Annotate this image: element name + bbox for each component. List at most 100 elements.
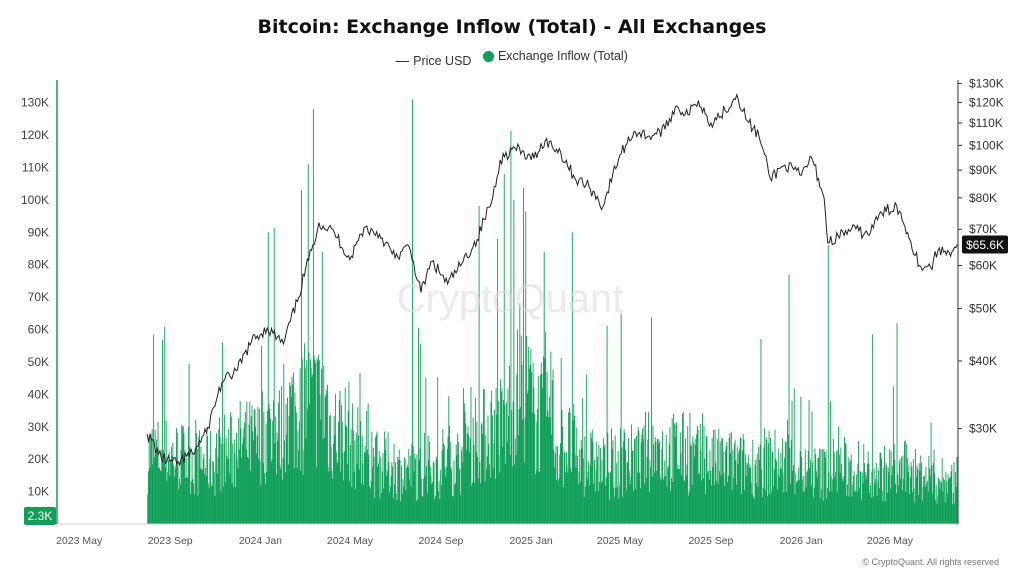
inflow-bar [920,455,922,524]
inflow-bar [635,489,637,524]
inflow-bar [520,407,521,524]
inflow-bar [832,479,834,524]
inflow-bar [389,486,391,524]
legend-item-price[interactable]: Price USD [396,54,471,68]
inflow-bar [530,348,532,524]
inflow-bar [628,438,629,524]
inflow-bar [936,503,938,524]
inflow-bar [665,476,666,524]
inflow-bar [545,416,547,524]
inflow-bar [488,444,490,524]
inflow-bar [801,479,803,524]
inflow-bar [798,479,800,524]
inflow-bar [716,480,718,524]
inflow-bar [866,475,868,524]
inflow-bar [385,438,387,524]
inflow-bar [826,498,828,524]
inflow-bar [903,478,905,524]
inflow-bar [906,458,908,524]
inflow-bar [878,469,880,524]
inflow-bar [663,476,665,524]
inflow-bar [151,429,153,524]
inflow-bar [222,486,224,524]
inflow-bar [773,469,775,524]
inflow-bar [662,479,664,524]
inflow-bar [474,482,476,524]
inflow-bar [771,451,773,524]
inflow-bar [430,475,432,524]
inflow-bar [417,327,419,524]
inflow-bar [592,441,594,524]
inflow-bar [810,485,812,524]
inflow-bar [699,423,701,524]
inflow-bar [810,459,811,524]
inflow-bar [243,428,245,524]
inflow-bar [750,482,752,524]
inflow-bar [577,484,579,524]
inflow-bar [368,454,370,524]
inflow-bar [943,477,945,524]
inflow-bar [455,444,457,524]
inflow-bar [872,334,874,524]
inflow-bar [636,472,638,524]
inflow-bar [504,405,506,524]
inflow-bar [347,410,349,524]
inflow-bar [399,459,401,524]
inflow-bar [734,440,736,524]
inflow-bar [170,460,172,524]
inflow-bar [659,477,661,524]
inflow-bar [917,469,919,524]
inflow-bar [656,471,658,524]
inflow-bar [919,471,921,524]
inflow-bar [431,483,433,524]
inflow-bar [769,494,771,524]
inflow-bar [838,426,840,524]
y-right-tick-label: $70K [969,222,997,236]
inflow-bar [951,464,953,524]
inflow-bar [468,435,470,524]
inflow-bar [588,485,590,524]
inflow-bar [949,476,951,524]
inflow-bar [895,483,897,524]
inflow-bar [203,453,205,524]
inflow-bar [864,471,866,524]
inflow-bar [801,457,803,524]
inflow-bar [463,403,465,524]
inflow-bar [339,390,341,524]
inflow-bar [739,437,741,524]
inflow-last-value-label: 2.3K [28,509,53,523]
inflow-bar [556,479,558,524]
inflow-bar [742,450,743,524]
inflow-bar [238,449,240,524]
inflow-bar [716,439,718,524]
inflow-bar [423,432,425,524]
inflow-bar [762,487,764,524]
inflow-bar [609,472,611,524]
inflow-bar [429,441,430,524]
inflow-bar [794,494,796,524]
inflow-bar [423,478,425,524]
legend-dot-icon [482,50,494,62]
inflow-bar [736,484,737,524]
inflow-bar [818,457,820,524]
inflow-bar [292,372,294,524]
legend-item-inflow[interactable]: Exchange Inflow (Total) [482,49,628,63]
inflow-bar [305,438,307,524]
inflow-bar [509,454,511,524]
inflow-bar [616,486,618,524]
inflow-bar [383,431,385,524]
inflow-bar [829,491,831,524]
inflow-bar [943,480,945,524]
inflow-bar [289,382,291,524]
inflow-bar [578,471,580,524]
inflow-bar [448,396,450,524]
inflow-bar [538,471,540,524]
inflow-bar [568,412,570,524]
inflow-bar [634,437,636,524]
inflow-bar [852,475,854,524]
inflow-bar [608,472,609,524]
legend-label-inflow: Exchange Inflow (Total) [497,49,628,63]
inflow-bar [728,437,730,524]
inflow-bar [585,486,587,524]
inflow-bar [885,462,887,524]
